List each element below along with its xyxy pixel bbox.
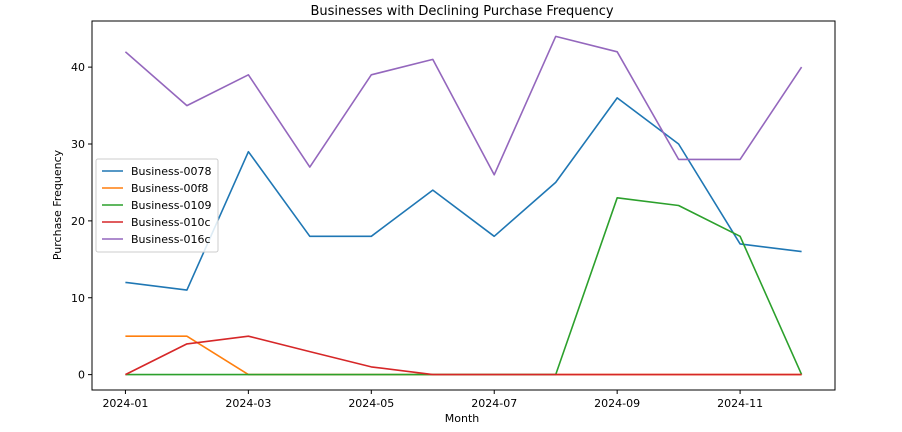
series-line-business-0078 (125, 97, 802, 291)
legend-label: Business-00f8 (131, 182, 208, 195)
legend: Business-0078 Business-00f8 Business-0109 B… (95, 158, 219, 253)
y-axis-label: Purchase Frequency (51, 149, 64, 260)
x-tick-label: 2024-03 (225, 397, 271, 410)
series-line-business-016c (124, 35, 803, 176)
legend-label: Business-016c (131, 233, 211, 246)
series-line-business-0109 (125, 197, 803, 376)
chart-title: Businesses with Declining Purchase Frequ… (310, 4, 613, 19)
legend-label: Business-0078 (131, 165, 211, 178)
plot-area (91, 20, 836, 391)
y-tick-label: 0 (78, 369, 85, 382)
x-axis-label: Month (445, 412, 480, 425)
y-tick-label: 10 (71, 292, 85, 305)
x-tick-label: 2024-01 (102, 397, 148, 410)
y-tick-label: 40 (71, 61, 85, 74)
series-lines (124, 35, 803, 376)
legend-box (95, 158, 219, 253)
legend-label: Business-0109 (131, 199, 211, 212)
x-tick-label: 2024-09 (594, 397, 640, 410)
legend-label: Business-010c (131, 216, 211, 229)
series-line-business-00f8 (125, 335, 802, 376)
x-tick-label: 2024-11 (717, 397, 763, 410)
x-tick-label: 2024-05 (348, 397, 394, 410)
x-tick-label: 2024-07 (471, 397, 517, 410)
y-tick-label: 20 (71, 215, 85, 228)
y-axis: 0 10 20 30 40 (71, 61, 92, 382)
series-line-business-010c (125, 335, 802, 376)
y-tick-label: 30 (71, 138, 85, 151)
x-axis: 2024-01 2024-03 2024-05 2024-07 2024-09 2024-… (102, 390, 763, 410)
